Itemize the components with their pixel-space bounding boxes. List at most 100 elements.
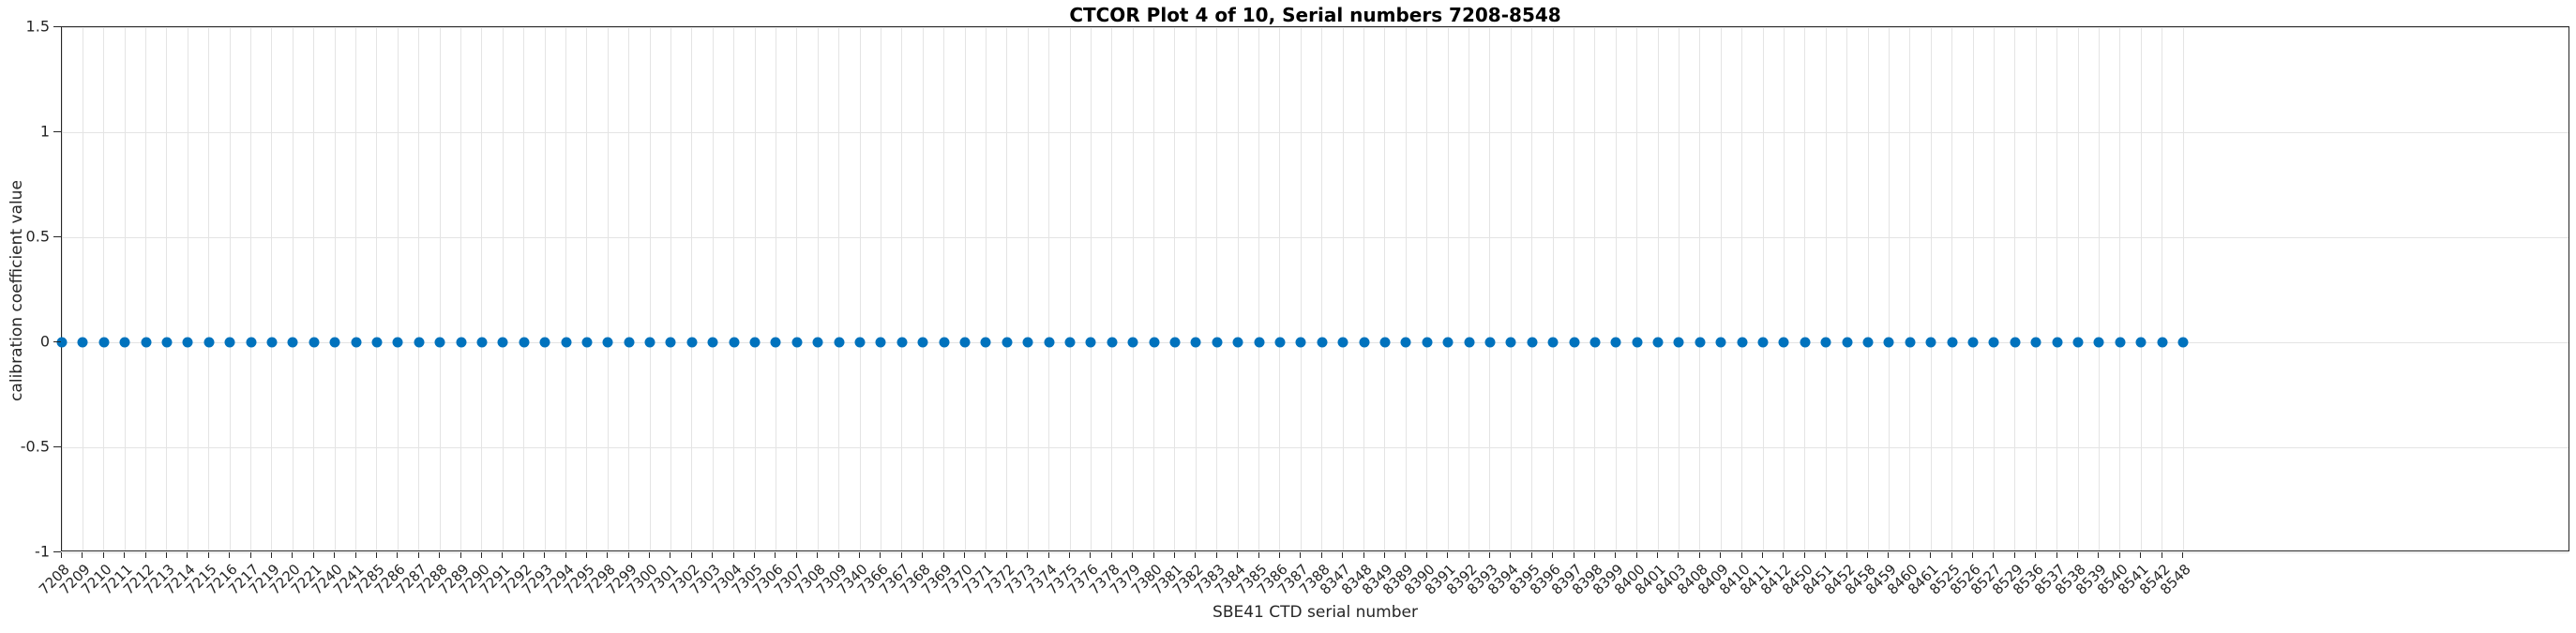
x-tick-mark (1005, 552, 1007, 558)
v-gridline (166, 27, 168, 550)
y-tick-mark (53, 446, 61, 447)
x-tick-mark (397, 552, 399, 558)
v-gridline (124, 27, 126, 550)
x-tick-mark (1090, 552, 1092, 558)
x-tick-mark (690, 552, 692, 558)
data-point (329, 337, 340, 348)
x-tick-mark (1972, 552, 1974, 558)
v-gridline (334, 27, 336, 550)
x-tick-mark (1363, 552, 1364, 558)
x-tick-label: 8411 (1737, 561, 1774, 598)
x-tick-mark (817, 552, 819, 558)
data-point (2135, 337, 2147, 348)
v-gridline (1552, 27, 1554, 550)
x-tick-mark (292, 552, 294, 558)
v-gridline (481, 27, 483, 550)
x-tick-label: 7288 (414, 561, 451, 598)
data-point (2030, 337, 2041, 348)
x-tick-label: 7375 (1043, 561, 1081, 598)
x-tick-mark (1762, 552, 1764, 558)
data-point (1527, 337, 1538, 348)
data-point (896, 337, 908, 348)
data-point (1317, 337, 1328, 348)
x-tick-label: 8408 (1673, 561, 1711, 598)
data-point (476, 337, 488, 348)
v-gridline (1909, 27, 1911, 550)
data-point (182, 337, 193, 348)
x-tick-label: 7368 (896, 561, 934, 598)
x-tick-label: 8412 (1757, 561, 1796, 598)
x-tick-label: 7383 (1190, 561, 1228, 598)
data-point (2157, 337, 2168, 348)
x-tick-mark (1047, 552, 1049, 558)
x-tick-label: 7214 (161, 561, 200, 598)
v-gridline (502, 27, 504, 550)
x-tick-label: 7286 (371, 561, 410, 598)
v-gridline (838, 27, 840, 550)
v-gridline (418, 27, 420, 550)
v-gridline (1090, 27, 1092, 550)
x-tick-mark (1173, 552, 1175, 558)
data-point (812, 337, 823, 348)
data-point (56, 337, 68, 348)
y-axis-label: calibration coefficient value (8, 180, 26, 401)
v-gridline (1657, 27, 1659, 550)
x-tick-label: 7216 (203, 561, 241, 598)
v-gridline (1804, 27, 1806, 550)
x-tick-label: 7305 (729, 561, 766, 598)
v-gridline (2119, 27, 2121, 550)
data-point (1589, 337, 1601, 348)
data-point (1925, 337, 1936, 348)
x-tick-mark (1908, 552, 1910, 558)
x-tick-label: 7210 (77, 561, 115, 598)
x-tick-mark (1278, 552, 1280, 558)
data-point (1337, 337, 1348, 348)
data-point (98, 337, 110, 348)
x-tick-mark (754, 552, 756, 558)
v-gridline (1531, 27, 1533, 550)
x-tick-mark (775, 552, 776, 558)
data-point (1842, 337, 1853, 348)
x-tick-label: 8397 (1547, 561, 1586, 598)
v-gridline (1867, 27, 1869, 550)
data-point (1652, 337, 1664, 348)
x-tick-label: 8401 (1632, 561, 1669, 598)
x-tick-label: 7299 (602, 561, 640, 598)
x-tick-label: 8461 (1905, 561, 1942, 598)
data-point (1905, 337, 1916, 348)
x-tick-mark (1530, 552, 1532, 558)
v-gridline (355, 27, 357, 550)
x-tick-mark (1027, 552, 1029, 558)
v-gridline (397, 27, 399, 550)
v-gridline (292, 27, 294, 550)
v-gridline (1741, 27, 1743, 550)
v-gridline (1027, 27, 1029, 550)
x-tick-mark (1845, 552, 1847, 558)
data-point (141, 337, 152, 348)
v-gridline (1111, 27, 1113, 550)
data-point (1379, 337, 1391, 348)
x-tick-label: 7294 (539, 561, 578, 598)
data-point (1862, 337, 1874, 348)
v-gridline (1762, 27, 1764, 550)
x-tick-mark (144, 552, 146, 558)
x-tick-mark (1740, 552, 1742, 558)
x-tick-mark (312, 552, 314, 558)
x-tick-label: 8538 (2052, 561, 2089, 598)
h-gridline (62, 236, 2568, 238)
v-gridline (901, 27, 903, 550)
x-tick-label: 7241 (329, 561, 368, 598)
x-tick-mark (1405, 552, 1407, 558)
x-tick-label: 7374 (1022, 561, 1061, 598)
x-tick-mark (207, 552, 209, 558)
v-gridline (1069, 27, 1071, 550)
v-gridline (2056, 27, 2058, 550)
x-tick-label: 8539 (2072, 561, 2111, 598)
x-tick-mark (124, 552, 126, 558)
x-tick-label: 8541 (2115, 561, 2152, 598)
x-tick-label: 8389 (1379, 561, 1418, 598)
x-tick-mark (417, 552, 419, 558)
data-point (1127, 337, 1138, 348)
data-point (2093, 337, 2104, 348)
x-tick-mark (1993, 552, 1995, 558)
